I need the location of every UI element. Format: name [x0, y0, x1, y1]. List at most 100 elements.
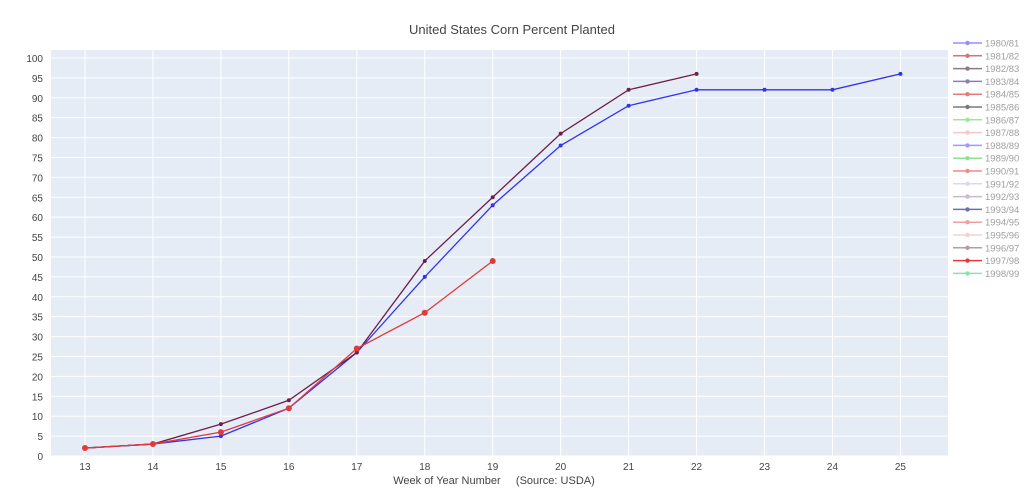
y-tick-label: 80 [32, 134, 44, 145]
trace-1-point [558, 143, 563, 148]
y-tick-labels: 0 5 10 15 20 25 30 35 40 45 50 55 60 65 70 75 80 85 90 95 10… [26, 54, 43, 463]
trace-1-point [694, 87, 699, 92]
trace-1-point [218, 434, 223, 439]
grid [51, 50, 948, 457]
legend-swatch-marker [965, 79, 970, 84]
x-tick-label: 18 [419, 462, 431, 473]
trace-2-point [218, 422, 223, 427]
y-tick-label: 75 [32, 153, 44, 164]
legend-swatch-marker [965, 207, 970, 212]
y-tick-label: 65 [32, 193, 44, 204]
legend-swatch-marker [965, 40, 970, 46]
trace-1-point [762, 87, 767, 92]
legend-label: 1989/90 [985, 154, 1019, 165]
legend-item-1985-86[interactable]: 1985/86 [953, 103, 1019, 114]
legend-swatch-marker [965, 130, 970, 135]
legend-item-1997-98[interactable]: 1997/98 [953, 256, 1019, 267]
x-tick-label: 22 [691, 462, 703, 473]
legend-swatch-marker [965, 53, 970, 58]
legend-label: 1984/85 [985, 90, 1019, 101]
legend-label: 1983/84 [985, 77, 1019, 88]
legend-label: 1994/95 [985, 218, 1019, 229]
x-tick-label: 19 [487, 462, 499, 473]
legend-label: 1988/89 [985, 141, 1019, 152]
legend-swatch-marker [965, 181, 970, 186]
y-tick-label: 35 [32, 313, 44, 324]
x-axis-title: Week of Year Number (Source: USDA) [393, 475, 595, 487]
legend-item-1982-83[interactable]: 1982/83 [953, 64, 1019, 75]
y-tick-label: 90 [32, 94, 44, 105]
series-1997-98-point [149, 441, 156, 448]
legend-label: 1990/91 [985, 167, 1019, 178]
y-tick-label: 85 [32, 114, 44, 125]
y-tick-label: 10 [32, 412, 44, 423]
y-tick-label: 100 [26, 54, 43, 65]
legend-label: 1997/98 [985, 256, 1019, 267]
trace-1-point [626, 103, 631, 108]
y-tick-label: 50 [32, 253, 44, 264]
legend-label: 1998/99 [985, 269, 1019, 280]
trace-2-point [286, 398, 291, 403]
legend-label: 1993/94 [985, 205, 1019, 216]
legend-item-1989-90[interactable]: 1989/90 [953, 154, 1019, 165]
legend-label: 1987/88 [985, 128, 1019, 139]
trace-1-point [490, 203, 495, 208]
trace-2-line [84, 73, 697, 449]
legend-swatch-marker [965, 168, 970, 174]
legend-swatch-marker [965, 271, 970, 276]
legend-item-1996-97[interactable]: 1996/97 [953, 243, 1019, 254]
series-1997-98-point [81, 445, 88, 452]
legend-item-1994-95[interactable]: 1994/95 [953, 218, 1019, 229]
series-lines [81, 71, 903, 452]
legend-label: 1995/96 [985, 231, 1019, 242]
legend-item-1993-94[interactable]: 1993/94 [953, 205, 1019, 216]
legend-swatch-marker [965, 220, 970, 225]
x-tick-label: 17 [351, 462, 363, 473]
legend-swatch-marker [965, 143, 970, 148]
x-tick-label: 13 [79, 462, 91, 473]
plot-background [51, 50, 948, 456]
legend-label: 1986/87 [985, 115, 1019, 126]
trace-2-point [694, 71, 699, 76]
legend-label: 1980/81 [985, 39, 1019, 50]
trace-1-point [422, 274, 427, 279]
legend-item-1980-81[interactable]: 1980/81 [953, 39, 1019, 50]
series-1997-98-point [285, 405, 292, 412]
legend-item-1986-87[interactable]: 1986/87 [953, 115, 1019, 126]
trace-2-point [490, 195, 495, 200]
series-1997-98-point [421, 309, 428, 316]
legend-item-1991-92[interactable]: 1991/92 [953, 179, 1019, 190]
y-tick-label: 55 [32, 233, 44, 244]
legend-swatch-marker [965, 156, 970, 161]
legend-item-1981-82[interactable]: 1981/82 [953, 51, 1019, 62]
x-tick-label: 24 [827, 462, 839, 473]
legend-swatch-marker [965, 92, 970, 97]
legend-swatch-marker [965, 194, 970, 199]
y-tick-label: 0 [37, 452, 43, 463]
legend-label: 1992/93 [985, 192, 1019, 203]
legend-label: 1981/82 [985, 51, 1019, 62]
trace-2-point [626, 87, 631, 92]
y-tick-label: 5 [37, 432, 43, 443]
y-tick-label: 60 [32, 213, 44, 224]
legend-item-1990-91[interactable]: 1990/91 [953, 167, 1019, 178]
series-1997-98-point [217, 429, 224, 436]
y-tick-label: 95 [32, 74, 44, 85]
legend-label: 1985/86 [985, 103, 1019, 114]
legend-item-1992-93[interactable]: 1992/93 [953, 192, 1019, 203]
x-tick-label: 20 [555, 462, 567, 473]
legend-item-1984-85[interactable]: 1984/85 [953, 90, 1019, 101]
legend-swatch-marker [965, 117, 970, 123]
y-tick-label: 30 [32, 333, 44, 344]
legend-item-1995-96[interactable]: 1995/96 [953, 231, 1019, 242]
x-tick-label: 21 [623, 462, 635, 473]
legend-item-1983-84[interactable]: 1983/84 [953, 77, 1019, 88]
legend-item-1988-89[interactable]: 1988/89 [953, 141, 1019, 152]
legend-item-1998-99[interactable]: 1998/99 [953, 269, 1019, 280]
x-tick-label: 15 [215, 462, 227, 473]
series-1997-98-point [353, 345, 360, 352]
legend-item-1987-88[interactable]: 1987/88 [953, 128, 1019, 139]
legend-label: 1996/97 [985, 243, 1019, 254]
y-tick-label: 25 [32, 352, 44, 363]
